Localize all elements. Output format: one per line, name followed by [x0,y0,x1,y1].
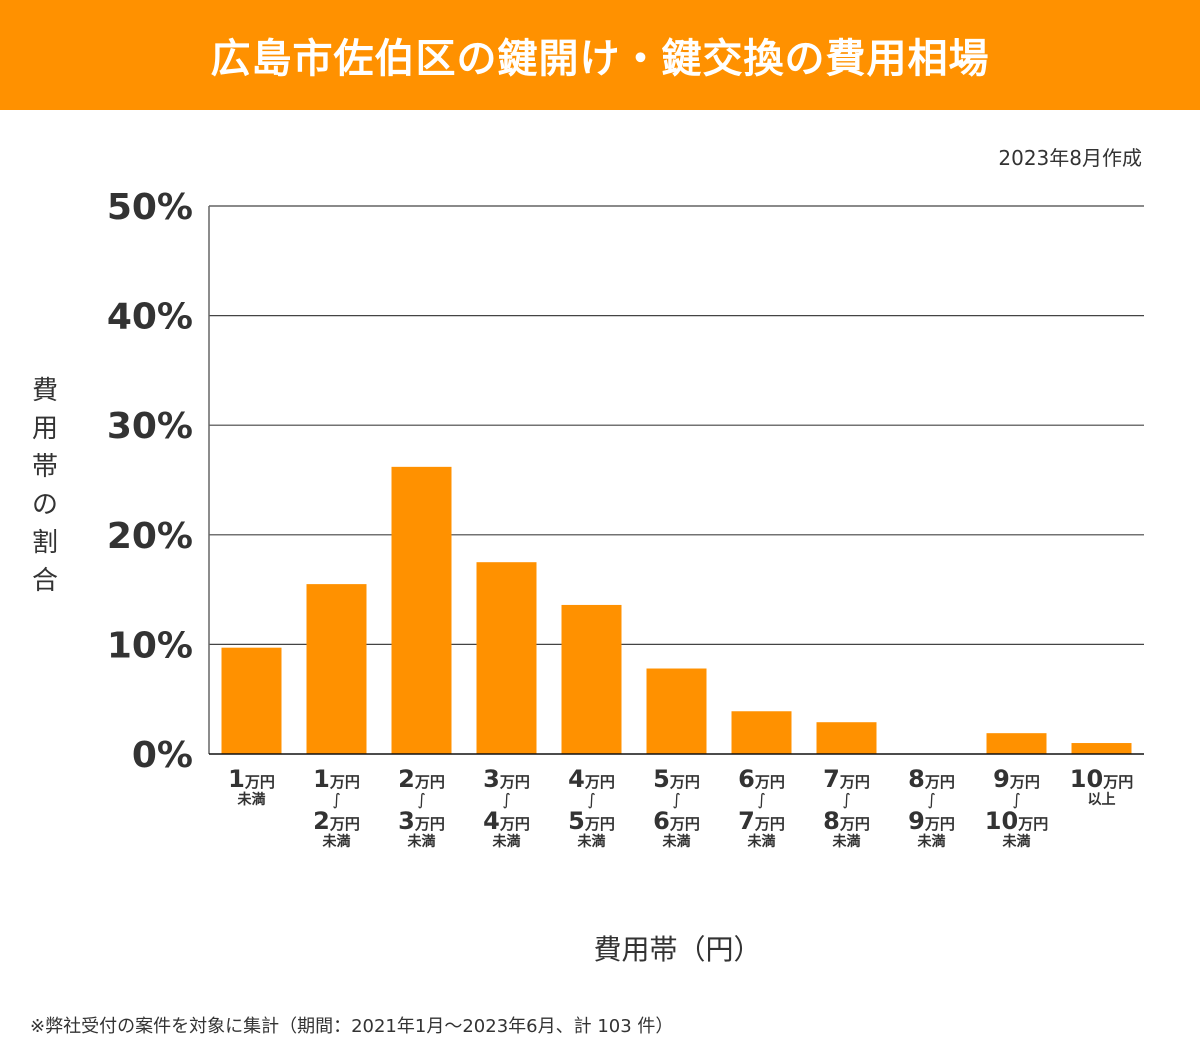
x-tick-label: 2万円 ∫ 3万円 未満 [398,765,445,850]
x-tick-label: 9万円 ∫ 10万円 未満 [984,765,1049,850]
page-title: 広島市佐伯区の鍵開け・鍵交換の費用相場 [210,36,990,82]
x-tick-label: 6万円 ∫ 7万円 未満 [738,765,785,850]
bar [221,647,282,754]
bar [1071,743,1132,754]
x-tick-label: 7万円 ∫ 8万円 未満 [823,765,870,850]
x-axis-label: 費用帯（円） [593,933,762,966]
x-tick-label: 3万円 ∫ 4万円 未満 [483,765,530,850]
y-tick-label: 10% [107,625,193,666]
y-axis-label-char: 用 [31,414,58,444]
x-tick-label: 5万円 ∫ 6万円 未満 [653,765,700,850]
bar [731,711,792,754]
bar [306,584,367,754]
y-axis-label-char: 帯 [31,452,58,482]
bar [476,562,537,754]
title-banner: 広島市佐伯区の鍵開け・鍵交換の費用相場 [0,0,1200,110]
y-axis-label: 費用帯の割合 [28,372,62,600]
y-tick-label: 40% [107,297,193,338]
bar [986,733,1047,754]
y-axis-label-char: 合 [31,566,58,596]
x-tick-label: 1万円 未満 [228,765,275,808]
x-tick-label: 4万円 ∫ 5万円 未満 [568,765,615,850]
y-axis-label-char: の [31,490,58,520]
y-axis-label-char: 割 [31,528,58,558]
bar [391,466,452,754]
bar [646,668,707,754]
bar [816,722,877,754]
y-tick-label: 50% [107,187,193,228]
created-date: 2023年8月作成 [998,146,1142,170]
y-tick-label: 30% [107,406,193,447]
x-tick-label: 1万円 ∫ 2万円 未満 [313,765,360,850]
footnote: ※弊社受付の案件を対象に集計（期間：2021年1月～2023年6月、計 103 … [30,1016,674,1037]
y-axis-label-char: 費 [31,376,58,406]
x-tick-label: 8万円 ∫ 9万円 未満 [908,765,955,850]
y-tick-label: 0% [132,735,193,776]
bar [561,604,622,754]
y-tick-label: 20% [107,516,193,557]
x-tick-label: 10万円 以上 [1069,765,1134,808]
